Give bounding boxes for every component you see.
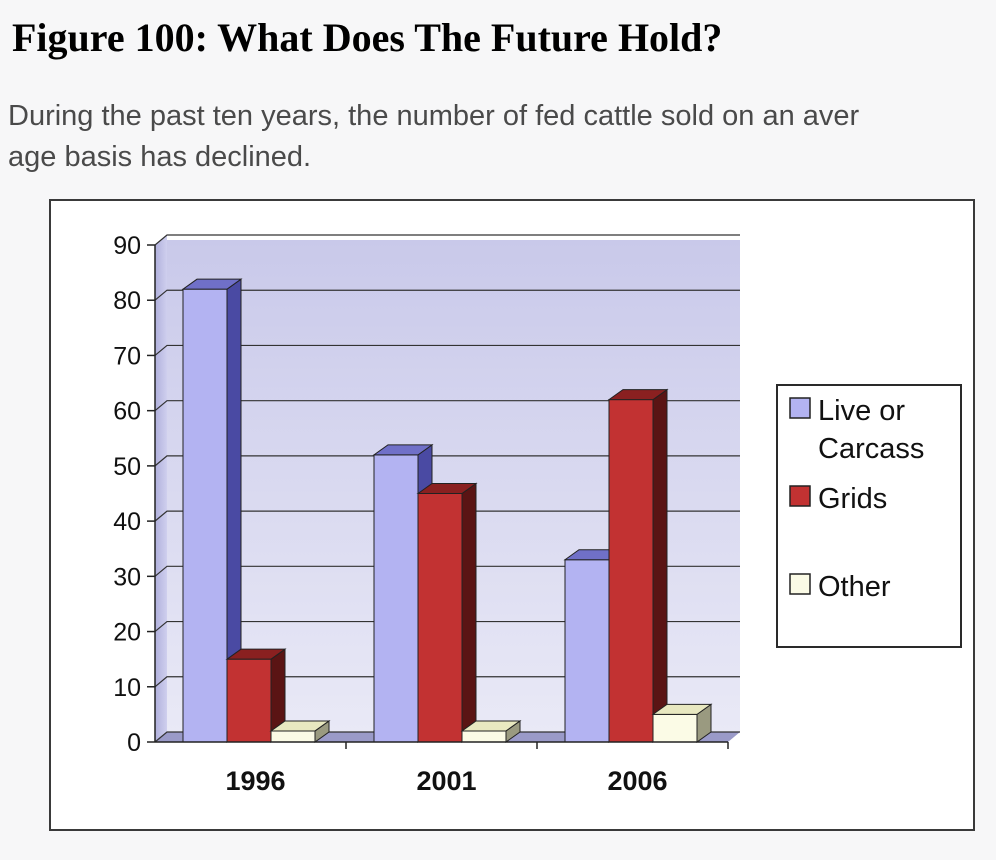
bar-top [416,483,478,494]
description-line-2: age basis has declined. [8,141,312,173]
bar [416,482,478,743]
y-tick-label: 10 [113,674,141,702]
y-tick-label: 70 [113,342,141,370]
legend-swatch [789,397,811,419]
bar-top [460,720,522,732]
x-axis-category-labels: 1996 2001 2006 [225,742,729,796]
bar [225,648,287,743]
figure-description: During the past ten years, the number of… [8,96,996,178]
y-tick-label: 30 [113,563,141,591]
bar-side [652,388,668,743]
bar-front [270,730,316,743]
legend-label: Live or [818,395,905,427]
side-wall [155,235,167,742]
bar [269,719,331,743]
x-category-label: 2006 [607,766,667,796]
legend-swatch [789,485,811,507]
bar-front [373,454,419,743]
gridline [154,400,740,412]
bar-front [608,399,654,743]
description-line-1: During the past ten years, the number of… [8,100,860,132]
x-category-label: 2001 [416,766,476,796]
bar-front [652,713,698,743]
y-tick-label: 90 [113,232,141,260]
gridline [154,620,740,633]
figure-title: Figure 100: What Does The Future Hold? [12,15,723,60]
y-tick-label: 0 [127,729,141,757]
y-tick-label: 80 [113,287,141,315]
bar-top [269,720,331,732]
bar-top [607,389,669,401]
bar-side [461,482,477,743]
legend: Live or Carcass Grids Other [776,384,962,648]
bar-front [461,730,507,743]
legend-label: Carcass [818,433,924,465]
x-category-label: 1996 [225,766,285,796]
gridline [154,344,740,356]
bar-front [564,559,610,743]
bar-front [182,288,228,743]
legend-label: Other [818,571,891,603]
legend-swatch [789,573,811,595]
gridline [154,510,740,522]
y-tick-label: 20 [113,619,141,647]
y-tick-label: 50 [113,453,141,481]
gridline [154,289,740,301]
bar-top [225,648,287,660]
gridline [154,234,740,246]
y-tick-label: 60 [113,398,141,426]
gridlines [147,234,740,743]
y-tick-label: 40 [113,508,141,536]
gridline [154,676,740,688]
y-axis-tick-labels: 0 10 20 30 40 50 60 70 80 90 [113,232,141,757]
bar-top [372,444,434,456]
bar [181,278,243,743]
bar [460,719,522,743]
bar-top [181,278,243,290]
bars [181,278,713,743]
bar-front [226,658,272,743]
bar [651,703,713,743]
legend-label: Grids [818,483,887,515]
bar [607,388,669,743]
gridline [154,455,740,467]
legend-box [776,384,962,648]
bar-top [651,703,713,715]
bar-front [417,493,463,743]
gridline [154,565,740,577]
gridline [154,731,740,743]
axes [154,245,728,743]
